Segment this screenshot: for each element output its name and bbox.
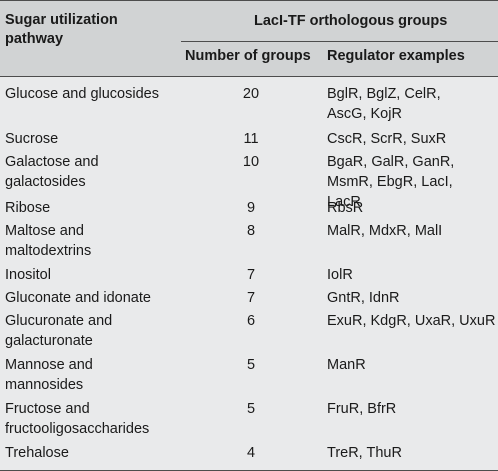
number-cell: 10 [242, 154, 260, 170]
regulator-cell: GntR, IdnR [327, 290, 400, 306]
regulator-cell: FruR, BfrR [327, 401, 397, 417]
pathway-cell: Glucose and glucosides [5, 86, 159, 102]
group-column-header: LacI-TF orthologous groups [254, 13, 448, 29]
pathway-cell: Fructose and fructooligosaccharides [5, 401, 150, 437]
pathway-cell: Ribose [5, 200, 51, 216]
number-cell: 7 [246, 290, 256, 306]
regulator-cell: BgaR, GalR, GanR, MsmR, EbgR, LacI, LacR [327, 154, 455, 210]
pathway-column-header: Sugar utilization pathway [5, 12, 118, 47]
pathway-cell: Trehalose [5, 445, 69, 461]
pathway-cell: Galactose and galactosides [5, 154, 99, 190]
pathway-cell: Gluconate and idonate [5, 290, 151, 306]
number-cell: 8 [246, 223, 256, 239]
pathway-cell: Maltose and maltodextrins [5, 223, 92, 259]
regulator-cell: MalR, MdxR, MalI [327, 223, 443, 239]
number-cell: 7 [246, 267, 256, 283]
number-cell: 5 [246, 401, 256, 417]
number-cell: 11 [243, 131, 259, 147]
number-cell: 4 [246, 445, 256, 461]
group-header-rule [181, 41, 498, 42]
pathway-cell: Mannose and mannosides [5, 357, 93, 393]
header-bottom-rule [0, 76, 498, 77]
regulator-cell: BglR, BglZ, CelR, AscG, KojR [327, 86, 441, 122]
table-header-background [0, 0, 498, 76]
regulator-column-header: Regulator examples [327, 48, 465, 64]
pathway-cell: Inositol [5, 267, 51, 283]
number-column-header: Number of groups [185, 48, 311, 64]
regulator-cell: RbsR [327, 200, 364, 216]
regulator-cell: ManR [327, 357, 366, 373]
regulator-cell: IolR [327, 267, 353, 283]
number-cell: 20 [242, 86, 260, 102]
number-cell: 5 [246, 357, 256, 373]
number-cell: 9 [246, 200, 256, 216]
table-top-rule [0, 0, 498, 1]
pathway-cell: Sucrose [5, 131, 59, 147]
number-cell: 6 [246, 313, 256, 329]
table-body-background [0, 76, 498, 471]
regulator-cell: TreR, ThuR [327, 445, 402, 461]
regulator-cell: CscR, ScrR, SuxR [327, 131, 447, 147]
regulator-cell: ExuR, KdgR, UxaR, UxuR [327, 313, 496, 329]
pathway-cell: Glucuronate and galacturonate [5, 313, 113, 349]
